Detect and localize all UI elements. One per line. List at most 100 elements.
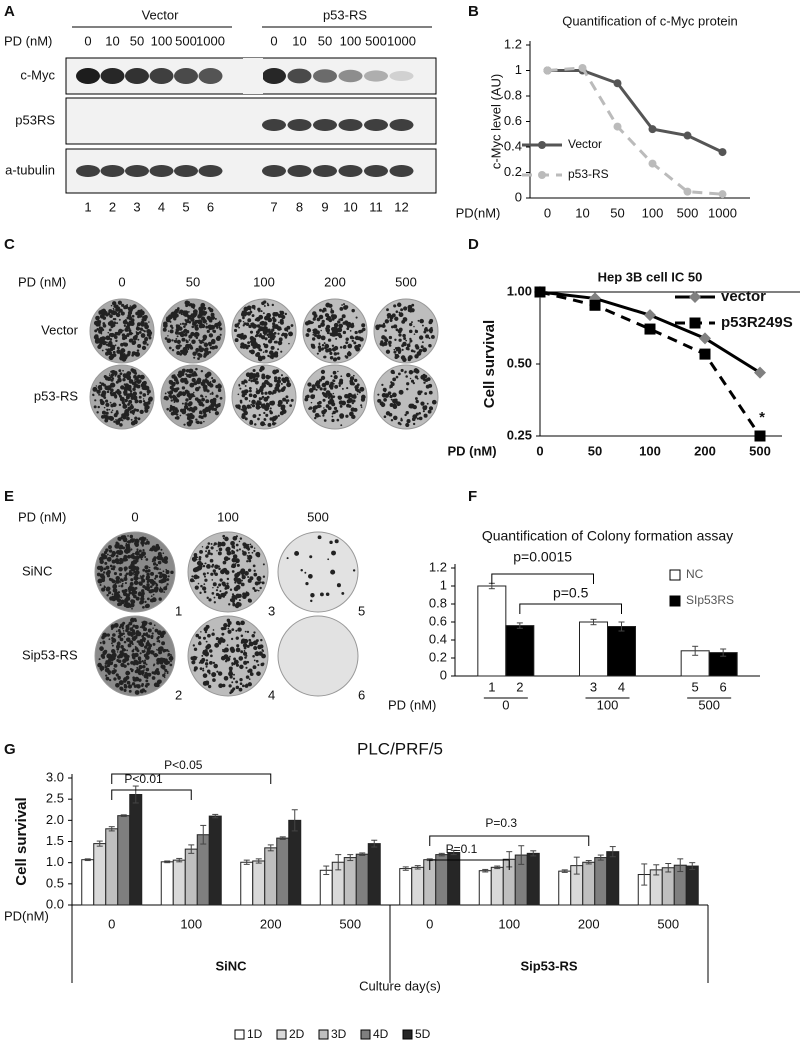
colony bbox=[177, 309, 180, 311]
colony bbox=[138, 581, 143, 586]
colony bbox=[394, 346, 398, 350]
error-bar bbox=[132, 785, 139, 804]
colony bbox=[214, 345, 218, 349]
blot-band bbox=[313, 119, 337, 131]
colony bbox=[159, 572, 162, 575]
colony bbox=[100, 653, 105, 659]
colony bbox=[384, 390, 386, 393]
colony bbox=[338, 318, 341, 321]
colony bbox=[406, 387, 409, 391]
colony bbox=[107, 672, 111, 675]
colony bbox=[231, 552, 233, 555]
colony bbox=[321, 391, 325, 395]
colony bbox=[101, 587, 106, 592]
colony bbox=[142, 384, 147, 389]
colony bbox=[242, 542, 247, 547]
colony bbox=[259, 368, 263, 373]
colony bbox=[162, 573, 168, 579]
legend-swatch bbox=[402, 1029, 413, 1040]
colony bbox=[144, 569, 149, 573]
colony bbox=[122, 630, 125, 632]
colony bbox=[243, 660, 248, 665]
colony bbox=[142, 568, 146, 572]
colony bbox=[132, 412, 135, 415]
marker bbox=[613, 79, 622, 88]
colony bbox=[117, 300, 122, 305]
colony bbox=[207, 341, 212, 346]
colony bbox=[257, 417, 260, 421]
colony bbox=[115, 575, 120, 581]
colony bbox=[217, 593, 221, 597]
colony bbox=[158, 650, 163, 655]
colony bbox=[248, 400, 251, 402]
colony bbox=[179, 309, 184, 314]
colony bbox=[320, 369, 326, 375]
colony bbox=[227, 627, 230, 630]
y-axis-label: c-Myc level (AU) bbox=[488, 74, 503, 169]
error-bar bbox=[371, 839, 378, 848]
colony bbox=[107, 331, 110, 334]
colony bbox=[202, 384, 208, 390]
colony bbox=[221, 683, 226, 688]
colony bbox=[329, 351, 333, 355]
colony bbox=[397, 302, 402, 308]
colony bbox=[404, 371, 407, 374]
error-bar bbox=[279, 836, 286, 840]
colony bbox=[163, 397, 166, 400]
colony bbox=[325, 313, 330, 318]
colony bbox=[217, 551, 222, 556]
colony bbox=[101, 578, 106, 583]
colony bbox=[145, 667, 150, 672]
colony bbox=[347, 374, 351, 377]
colony bbox=[115, 411, 119, 415]
colony bbox=[105, 348, 108, 351]
colony bbox=[244, 656, 247, 659]
colony bbox=[115, 418, 117, 421]
bar bbox=[252, 860, 266, 906]
colony bbox=[334, 384, 339, 389]
colony bbox=[144, 542, 148, 545]
colony bbox=[248, 598, 252, 603]
colony bbox=[128, 591, 132, 595]
colony bbox=[326, 324, 331, 329]
colony bbox=[413, 325, 415, 328]
error-bar bbox=[516, 622, 523, 629]
colony bbox=[393, 415, 398, 421]
colony bbox=[123, 677, 128, 682]
colony bbox=[133, 337, 137, 341]
colony bbox=[206, 643, 212, 649]
colony bbox=[128, 378, 131, 381]
colony bbox=[202, 586, 207, 591]
chart-title: PLC/PRF/5 bbox=[357, 739, 443, 758]
colony bbox=[309, 555, 313, 559]
colony bbox=[122, 378, 126, 382]
colony bbox=[120, 584, 124, 588]
colony bbox=[108, 373, 111, 375]
colony bbox=[145, 575, 151, 580]
colony bbox=[153, 624, 156, 627]
colony bbox=[271, 356, 274, 360]
colony bbox=[389, 402, 394, 407]
colony bbox=[106, 390, 110, 394]
colony bbox=[114, 344, 117, 347]
colony bbox=[351, 339, 354, 343]
colony bbox=[253, 572, 258, 577]
colony bbox=[111, 637, 117, 643]
colony bbox=[219, 327, 223, 331]
x-tick-label: 50 bbox=[610, 205, 624, 220]
colony bbox=[134, 398, 137, 401]
colony bbox=[152, 593, 155, 596]
lane-number: 5 bbox=[182, 199, 189, 214]
colony bbox=[316, 317, 321, 322]
colony bbox=[154, 574, 159, 579]
group-label: SiNC bbox=[215, 958, 247, 973]
colony bbox=[219, 638, 222, 641]
colony bbox=[108, 661, 113, 666]
blot-band bbox=[338, 165, 363, 177]
colony bbox=[422, 373, 426, 377]
colony bbox=[257, 578, 261, 582]
colony bbox=[163, 676, 166, 679]
colony bbox=[194, 335, 197, 338]
colony bbox=[136, 349, 140, 352]
colony bbox=[131, 683, 134, 686]
